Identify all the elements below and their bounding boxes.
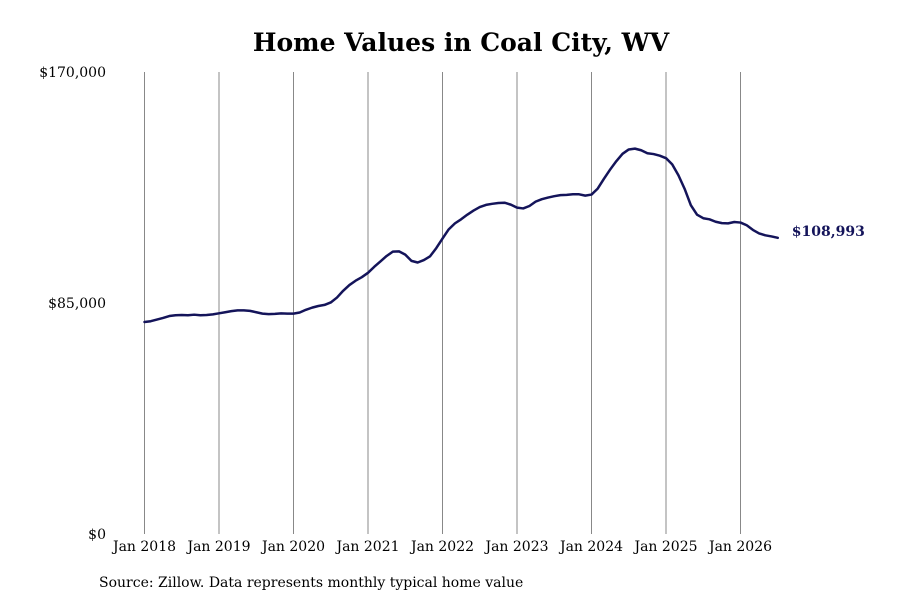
- y-tick-label: $85,000: [48, 296, 106, 312]
- x-tick-label: Jan 2021: [334, 539, 399, 555]
- x-tick-label: Jan 2020: [260, 539, 325, 555]
- gridlines: [144, 72, 741, 534]
- y-tick-label: $170,000: [39, 65, 106, 81]
- y-tick-label: $0: [88, 527, 106, 543]
- x-tick-label: Jan 2026: [707, 539, 772, 555]
- series-line-0: [143, 147, 779, 324]
- x-tick-label: Jan 2022: [409, 539, 474, 555]
- x-tick-label: Jan 2025: [632, 539, 697, 555]
- source-note: Source: Zillow. Data represents monthly …: [99, 575, 523, 591]
- x-tick-label: Jan 2018: [111, 539, 176, 555]
- x-tick-label: Jan 2024: [558, 539, 623, 555]
- chart-title: Home Values in Coal City, WV: [253, 28, 670, 57]
- x-axis-ticks: Jan 2018 Jan 2019 Jan 2020 Jan 2021 Jan 2022…: [111, 539, 772, 555]
- end-value-label: $108,993: [792, 224, 865, 240]
- x-tick-label: Jan 2019: [185, 539, 250, 555]
- y-axis-ticks: $0 $85,000 $170,000: [39, 65, 106, 543]
- series-lines: [143, 147, 779, 324]
- x-tick-label: Jan 2023: [483, 539, 548, 555]
